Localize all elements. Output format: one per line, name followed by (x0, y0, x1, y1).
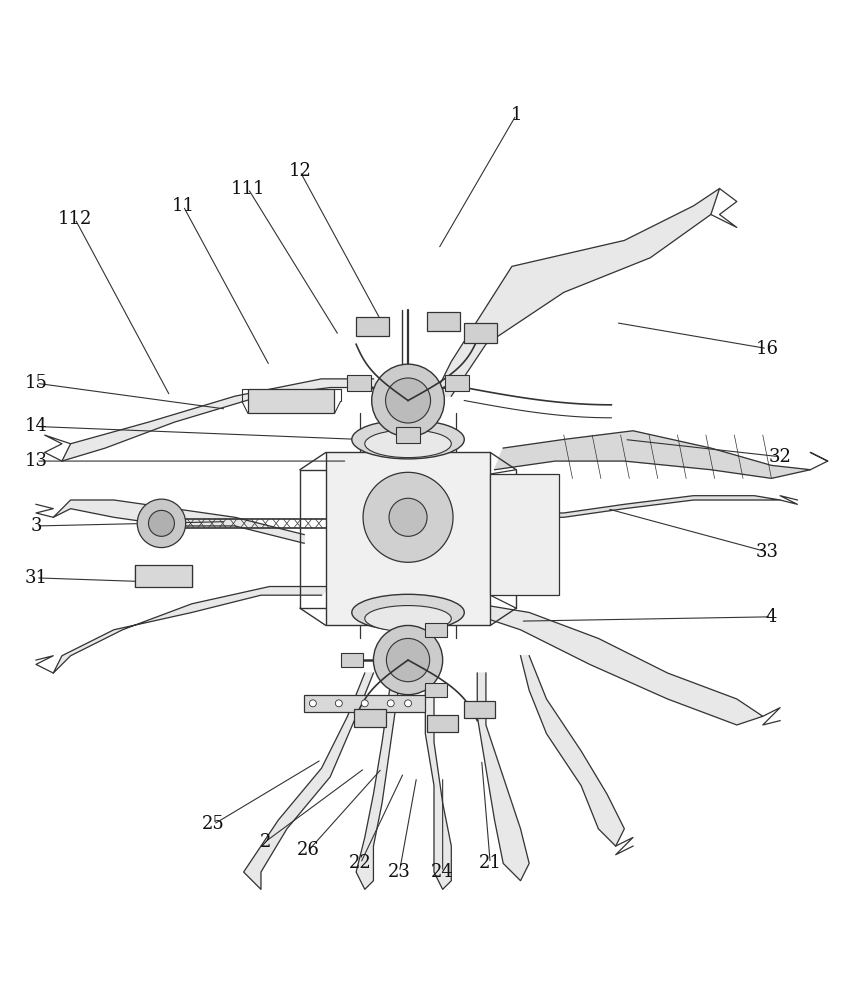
Text: 31: 31 (24, 569, 48, 587)
Bar (444, 375, 469, 391)
Polygon shape (425, 690, 451, 889)
Ellipse shape (352, 420, 464, 459)
Bar (427, 715, 458, 732)
Bar (464, 701, 496, 718)
Bar (354, 709, 385, 727)
Polygon shape (53, 587, 330, 673)
Bar (340, 653, 363, 667)
Text: 2: 2 (260, 833, 271, 851)
Polygon shape (62, 379, 382, 461)
Bar (396, 427, 420, 443)
Polygon shape (477, 673, 529, 881)
Circle shape (389, 498, 427, 536)
Text: 111: 111 (231, 180, 266, 198)
Bar (425, 623, 447, 637)
Circle shape (372, 364, 444, 437)
Polygon shape (434, 189, 720, 396)
Bar (304, 695, 425, 712)
Circle shape (373, 625, 443, 695)
Ellipse shape (365, 430, 451, 458)
Text: 14: 14 (24, 417, 48, 435)
Circle shape (387, 700, 394, 707)
Circle shape (148, 510, 174, 536)
Polygon shape (469, 604, 763, 725)
Text: 21: 21 (479, 854, 502, 872)
Polygon shape (244, 673, 373, 889)
Polygon shape (512, 496, 780, 517)
Text: 25: 25 (202, 815, 225, 833)
Text: 33: 33 (756, 543, 779, 561)
Text: 12: 12 (288, 162, 312, 180)
Text: 15: 15 (24, 374, 48, 392)
Ellipse shape (365, 606, 451, 632)
Bar (326, 452, 490, 625)
Circle shape (335, 700, 342, 707)
Circle shape (309, 700, 316, 707)
Circle shape (386, 638, 430, 682)
Bar (464, 323, 497, 343)
Bar (347, 375, 372, 391)
Text: 16: 16 (756, 340, 779, 358)
Circle shape (137, 499, 186, 548)
Text: 22: 22 (349, 854, 372, 872)
Text: 32: 32 (769, 448, 792, 466)
Polygon shape (521, 656, 624, 846)
Ellipse shape (352, 594, 464, 631)
Text: 112: 112 (58, 210, 92, 228)
Text: 13: 13 (24, 452, 48, 470)
Text: 3: 3 (30, 517, 42, 535)
Circle shape (363, 472, 453, 562)
Circle shape (361, 700, 368, 707)
Text: 23: 23 (388, 863, 411, 881)
Polygon shape (356, 682, 399, 889)
Text: 24: 24 (431, 863, 454, 881)
Text: 4: 4 (766, 608, 777, 626)
Bar (356, 317, 389, 336)
Text: 11: 11 (172, 197, 194, 215)
Polygon shape (495, 431, 811, 478)
Bar (135, 565, 192, 587)
Circle shape (385, 378, 431, 423)
Bar (425, 683, 447, 697)
Bar (248, 389, 334, 413)
Polygon shape (53, 500, 304, 543)
Text: 1: 1 (510, 106, 522, 124)
Bar (427, 312, 460, 331)
Text: 26: 26 (297, 841, 320, 859)
Circle shape (404, 700, 411, 707)
Bar (490, 474, 560, 595)
